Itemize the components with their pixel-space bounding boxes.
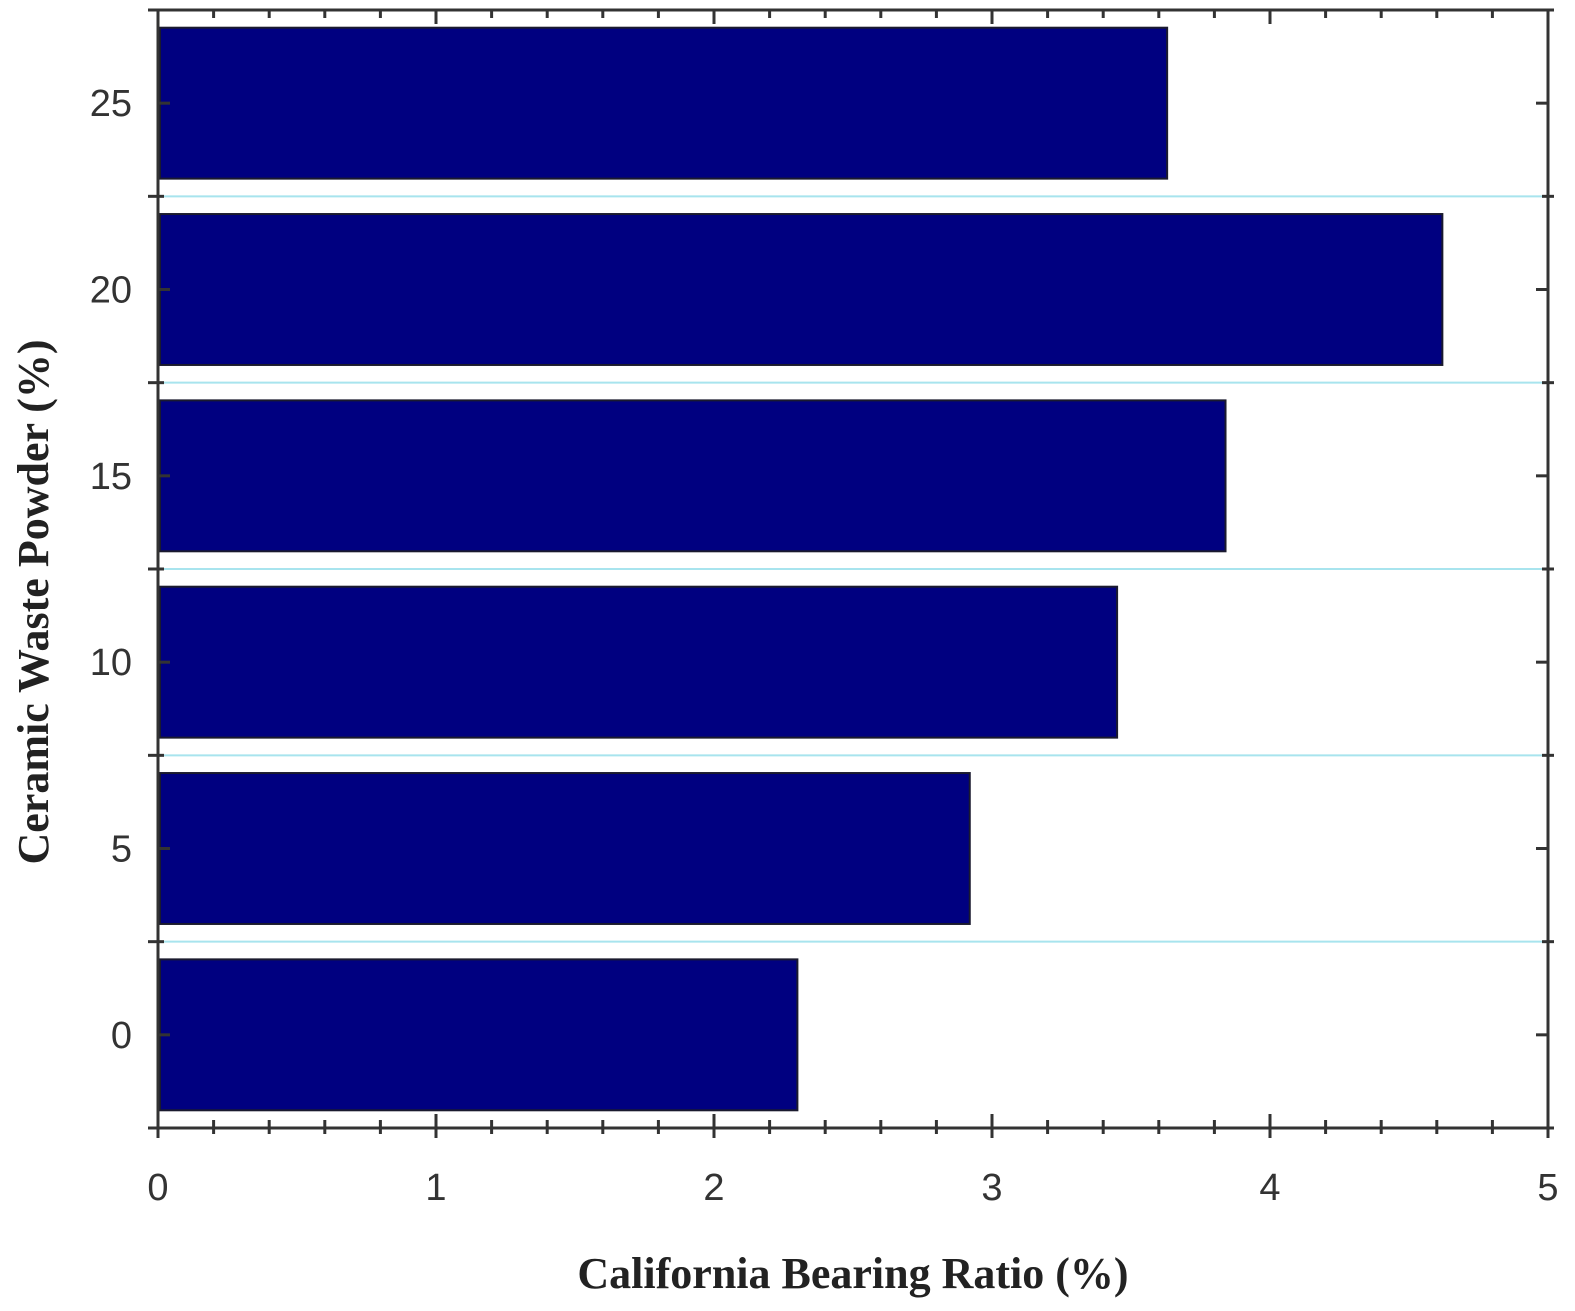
x-tick-label: 2: [703, 1167, 724, 1209]
x-tick-label: 3: [981, 1167, 1002, 1209]
bar-15: [159, 399, 1227, 553]
x-tick-label: 4: [1259, 1167, 1280, 1209]
y-tick-label: 0: [111, 1015, 132, 1057]
y-tick-label: 20: [90, 270, 132, 312]
bar-0: [159, 958, 799, 1112]
ticks: [148, 8, 1554, 1138]
bar-10: [159, 585, 1119, 739]
y-tick-label: 25: [90, 83, 132, 125]
y-tick-labels: 0 5 10 15 20 25: [90, 83, 132, 1057]
y-axis-title: Ceramic Waste Powder (%): [9, 339, 58, 864]
x-axis-title: California Bearing Ratio (%): [577, 1249, 1128, 1298]
y-tick-label: 5: [111, 829, 132, 871]
x-tick-labels: 0 1 2 3 4 5: [147, 1167, 1558, 1209]
category-separators: [158, 195, 1548, 943]
y-tick-label: 10: [90, 642, 132, 684]
x-tick-label: 5: [1537, 1167, 1558, 1209]
x-tick-label: 0: [147, 1167, 168, 1209]
bar-5: [159, 772, 971, 925]
x-tick-label: 1: [425, 1167, 446, 1209]
bars: [159, 26, 1444, 1112]
bar-20: [159, 213, 1444, 366]
y-tick-label: 15: [90, 456, 132, 498]
bar-25: [159, 26, 1169, 180]
